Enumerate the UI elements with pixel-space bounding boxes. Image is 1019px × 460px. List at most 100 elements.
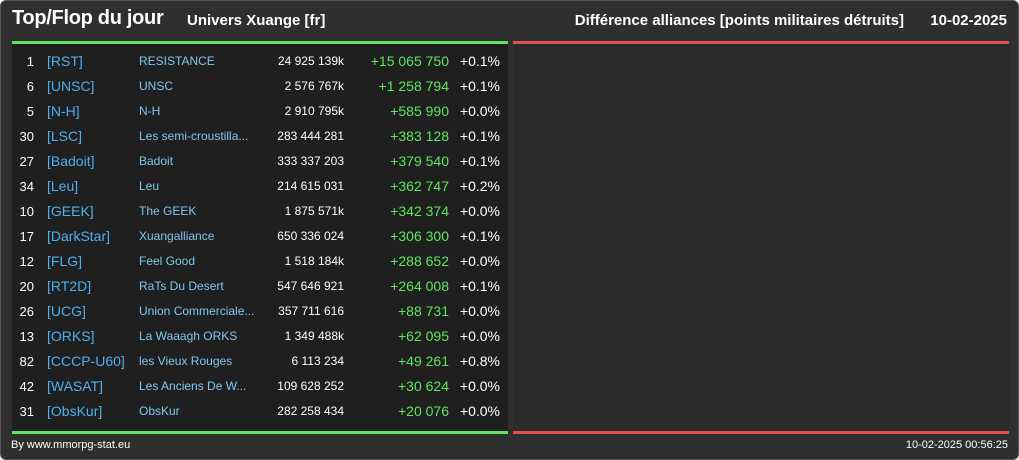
alliance-row: 31 [ObsKur] ObsKur 282 258 434 +20 076 +0.0% [12,399,508,424]
alliance-diff: +88 731 [398,303,449,319]
alliance-points: 1 875 571k [284,204,344,218]
alliance-row: 42 [WASAT] Les Anciens De W... 109 628 252 +… [12,374,508,399]
alliance-rank: 31 [19,404,34,419]
top-panel-accent [12,41,508,44]
alliance-tag-link[interactable]: [N-H] [47,103,80,119]
alliance-name-link[interactable]: N-H [139,104,161,118]
alliance-diff-percent: +0.0% [459,303,500,319]
alliance-rank: 6 [26,79,34,94]
alliance-row: 27 [Badoit] Badoit 333 337 203 +379 540 +0.1% [12,149,508,174]
alliance-points: 282 258 434 [277,404,344,418]
alliance-name-link[interactable]: Les semi-croustilla... [139,129,249,143]
alliance-name-link[interactable]: Les Anciens De W... [139,379,247,393]
alliance-diff-percent: +0.8% [459,353,500,369]
alliance-points: 2 576 767k [284,79,344,93]
alliance-diff-percent: +0.0% [459,378,500,394]
alliance-rank: 10 [19,204,34,219]
flop-alliances-list [513,44,1009,431]
alliance-tag-link[interactable]: [Leu] [47,178,79,194]
alliance-name-link[interactable]: RESISTANCE [139,54,215,68]
alliance-name-link[interactable]: les Vieux Rouges [139,354,233,368]
alliance-rank: 20 [19,279,34,294]
alliance-diff-percent: +0.0% [459,328,500,344]
alliance-row: 12 [FLG] Feel Good 1 518 184k +288 652 +0.0% [12,249,508,274]
alliance-rank: 27 [19,154,34,169]
alliance-diff-percent: +0.1% [459,53,500,69]
alliance-diff: +383 128 [390,128,449,144]
flop-panel-accent [513,41,1009,44]
alliance-tag-link[interactable]: [RST] [47,53,83,69]
alliance-diff: +288 652 [390,253,449,269]
alliance-name-link[interactable]: Badoit [139,154,174,168]
alliance-tag-link[interactable]: [ORKS] [47,328,95,344]
alliance-row: 17 [DarkStar] Xuangalliance 650 336 024 +306… [12,224,508,249]
metric-label: Différence alliances [points militaires … [574,12,904,29]
alliance-name-link[interactable]: UNSC [139,79,174,93]
generated-timestamp: 10-02-2025 00:56:25 [905,439,1008,451]
alliance-tag-link[interactable]: [DarkStar] [47,228,111,244]
alliance-row: 82 [CCCP-U60] les Vieux Rouges 6 113 234 +49… [12,349,508,374]
alliance-rank: 5 [26,104,34,119]
alliance-diff-percent: +0.1% [459,278,500,294]
alliance-tag-link[interactable]: [LSC] [47,128,83,144]
alliance-diff: +585 990 [390,103,449,119]
alliance-tag-link[interactable]: [CCCP-U60] [47,353,125,369]
alliance-name-link[interactable]: La Waaagh ORKS [139,329,238,343]
alliance-points: 547 646 921 [277,279,344,293]
alliance-diff-percent: +0.1% [459,78,500,94]
alliance-points: 357 711 616 [278,304,344,318]
alliance-name-link[interactable]: ObsKur [139,404,180,418]
alliance-diff: +1 258 794 [378,78,449,94]
alliance-row: 1 [RST] RESISTANCE 24 925 139k +15 065 750 +0… [12,49,508,74]
alliance-name-link[interactable]: The GEEK [139,204,197,218]
alliance-diff-percent: +0.1% [459,128,500,144]
alliance-tag-link[interactable]: [WASAT] [47,378,103,394]
alliance-points: 6 113 234 [291,354,345,368]
widget-title: Top/Flop du jour [12,7,164,29]
alliance-rank: 13 [19,329,34,344]
alliance-points: 109 628 252 [277,379,344,393]
alliance-name-link[interactable]: Xuangalliance [139,229,215,243]
alliance-rank: 12 [19,254,34,269]
alliance-points: 214 615 031 [277,179,344,193]
alliance-diff-percent: +0.0% [459,403,500,419]
alliance-row: 26 [UCG] Union Commerciale... 357 711 616 +8… [12,299,508,324]
alliance-diff: +15 065 750 [370,53,449,69]
alliance-name-link[interactable]: Feel Good [139,254,196,268]
alliance-tag-link[interactable]: [UNSC] [47,78,95,94]
alliance-row: 5 [N-H] N-H 2 910 795k +585 990 +0.0% [12,99,508,124]
alliance-tag-link[interactable]: [ObsKur] [47,403,103,419]
alliance-points: 1 518 184k [284,254,344,268]
alliance-diff-percent: +0.0% [459,103,500,119]
alliance-diff: +20 076 [398,403,449,419]
alliance-diff-percent: +0.2% [459,178,500,194]
site-credit: By www.mmorpg-stat.eu [11,439,131,451]
alliance-points: 650 336 024 [277,229,344,243]
alliance-name-link[interactable]: Leu [139,179,160,193]
alliance-diff: +362 747 [390,178,449,194]
alliance-diff-percent: +0.1% [459,153,500,169]
universe-label: Univers Xuange [fr] [187,12,326,29]
alliance-tag-link[interactable]: [FLG] [47,253,83,269]
alliance-rank: 30 [19,129,34,144]
alliance-name-link[interactable]: RaTs Du Desert [139,279,224,293]
alliance-diff: +62 095 [398,328,449,344]
report-date: 10-02-2025 [930,12,1007,29]
alliance-diff-percent: +0.1% [459,228,500,244]
alliance-rank: 26 [19,304,34,319]
alliance-row: 13 [ORKS] La Waaagh ORKS 1 349 488k +62 095 +… [12,324,508,349]
alliance-tag-link[interactable]: [UCG] [47,303,86,319]
alliance-diff-percent: +0.0% [459,253,500,269]
alliance-row: 10 [GEEK] The GEEK 1 875 571k +342 374 +0.0% [12,199,508,224]
alliance-points: 2 910 795k [284,104,344,118]
alliance-tag-link[interactable]: [GEEK] [47,203,94,219]
alliance-row: 34 [Leu] Leu 214 615 031 +362 747 +0.2% [12,174,508,199]
alliance-diff: +306 300 [390,228,449,244]
alliance-tag-link[interactable]: [Badoit] [47,153,95,169]
alliance-row: 30 [LSC] Les semi-croustilla... 283 444 281… [12,124,508,149]
alliance-rank: 42 [19,379,34,394]
alliance-row: 6 [UNSC] UNSC 2 576 767k +1 258 794 +0.1% [12,74,508,99]
alliance-tag-link[interactable]: [RT2D] [47,278,92,294]
alliance-name-link[interactable]: Union Commerciale... [139,304,255,318]
